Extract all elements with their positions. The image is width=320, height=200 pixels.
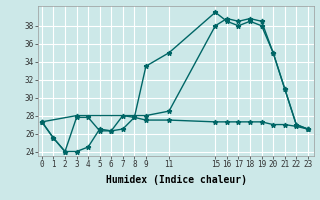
- X-axis label: Humidex (Indice chaleur): Humidex (Indice chaleur): [106, 175, 246, 185]
